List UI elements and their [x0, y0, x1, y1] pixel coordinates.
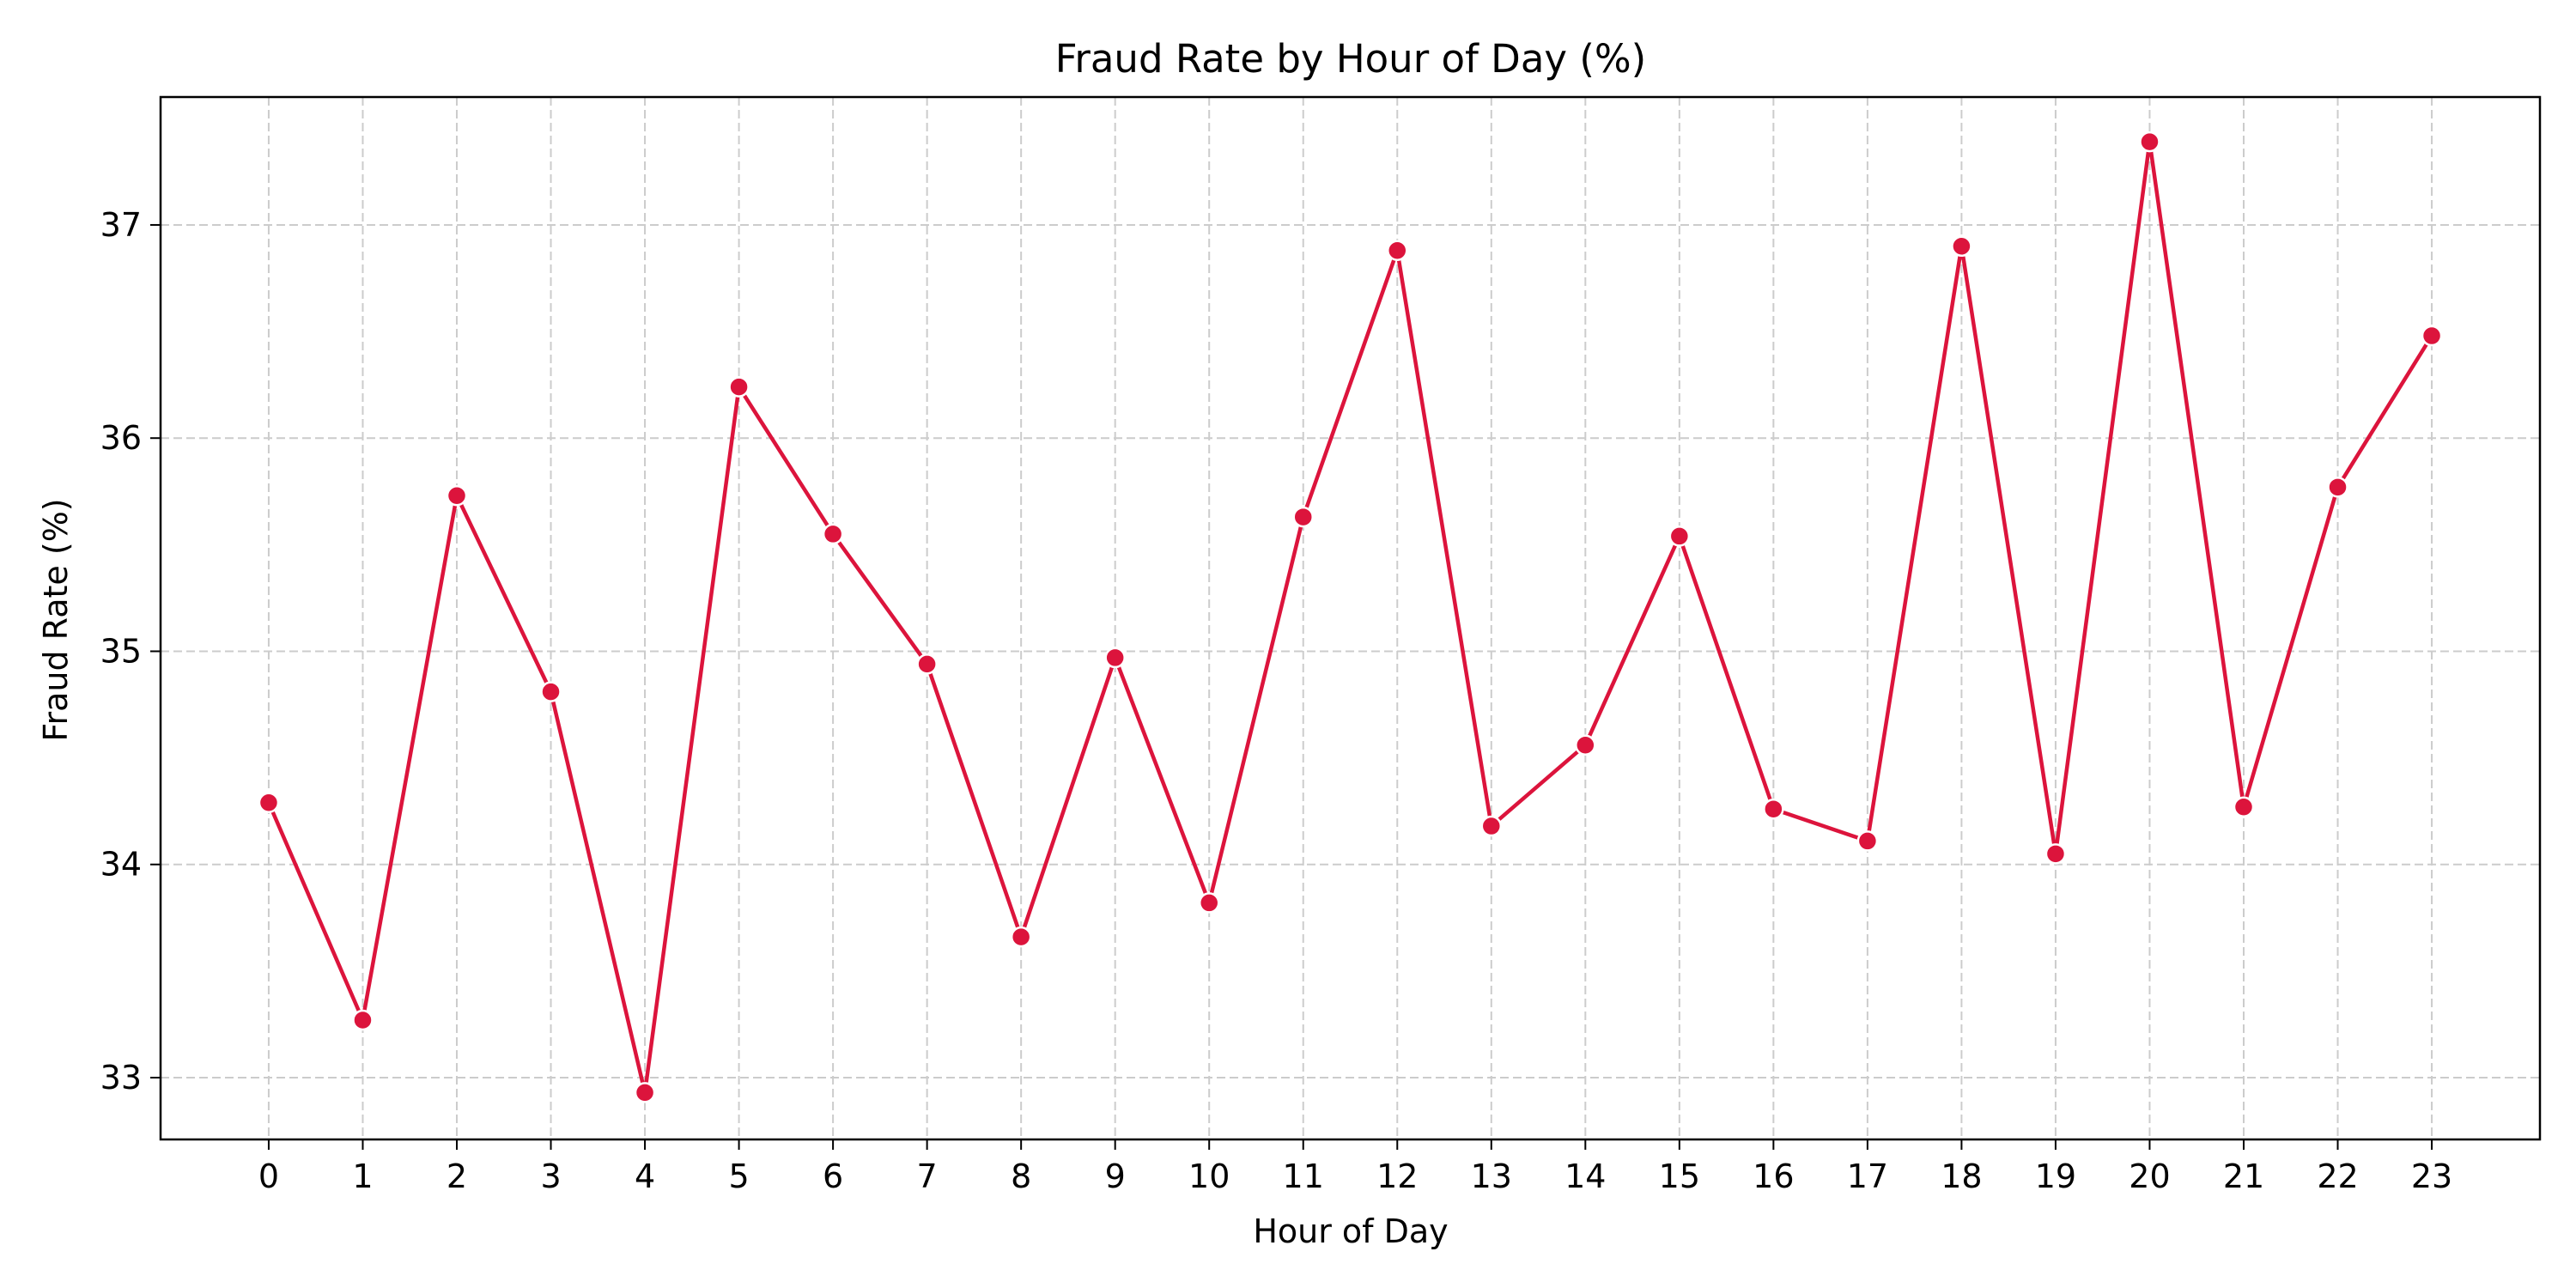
x-tick-label: 0 — [258, 1157, 279, 1195]
data-point — [540, 681, 562, 702]
data-point — [1951, 235, 1972, 258]
data-point — [2044, 843, 2067, 865]
x-tick-label: 8 — [1011, 1157, 1031, 1195]
data-point — [1763, 798, 1784, 820]
x-tick-label: 17 — [1847, 1157, 1888, 1195]
x-tick-label: 23 — [2411, 1157, 2452, 1195]
x-tick-label: 19 — [2035, 1157, 2076, 1195]
x-tick-label: 18 — [1941, 1157, 1982, 1195]
x-axis-label: Hour of Day — [1253, 1212, 1448, 1250]
x-tick-label: 22 — [2317, 1157, 2358, 1195]
plot-frame — [159, 95, 2542, 1141]
data-point — [1292, 506, 1314, 528]
data-point — [916, 653, 938, 675]
x-tick-label: 16 — [1753, 1157, 1794, 1195]
data-point — [1104, 647, 1126, 669]
data-point — [2421, 325, 2443, 347]
data-point — [1856, 830, 1879, 852]
data-point — [258, 792, 280, 813]
x-tick-label: 14 — [1564, 1157, 1606, 1195]
x-tick-label: 2 — [447, 1157, 467, 1195]
y-tick-label: 35 — [100, 632, 142, 670]
data-point — [1010, 926, 1032, 948]
y-axis-label: Fraud Rate (%) — [37, 498, 75, 741]
data-point — [352, 1009, 374, 1031]
x-tick-label: 15 — [1659, 1157, 1700, 1195]
data-point — [1480, 815, 1503, 837]
x-tick-label: 9 — [1105, 1157, 1126, 1195]
x-tick-label: 1 — [352, 1157, 373, 1195]
grid-lines — [161, 97, 2540, 1139]
data-point — [1387, 240, 1408, 261]
y-tick-label: 34 — [100, 846, 142, 884]
data-point — [2327, 477, 2348, 498]
x-tick-label: 5 — [728, 1157, 749, 1195]
tick-layer: 0 1 2 3 4 5 6 7 8 9 10 11 12 13 14 15 16 17 18 19 20 21 22 2333… — [100, 206, 2453, 1195]
series-layer — [258, 131, 2443, 1103]
data-point — [446, 484, 468, 507]
y-tick-label: 36 — [100, 419, 142, 457]
x-tick-label: 11 — [1283, 1157, 1324, 1195]
x-tick-label: 21 — [2223, 1157, 2264, 1195]
data-point — [1198, 892, 1220, 914]
y-tick-label: 37 — [100, 206, 142, 244]
data-point — [822, 523, 844, 545]
x-tick-label: 10 — [1188, 1157, 1230, 1195]
chart-title: Fraud Rate by Hour of Day (%) — [1055, 36, 1646, 82]
x-tick-label: 4 — [635, 1157, 655, 1195]
axes-frame — [159, 95, 2542, 1141]
data-point — [1575, 734, 1596, 756]
x-tick-label: 13 — [1471, 1157, 1512, 1195]
series-line — [266, 139, 2433, 1095]
x-tick-label: 7 — [917, 1157, 938, 1195]
data-point — [2233, 796, 2255, 817]
data-point — [728, 376, 750, 398]
data-point — [1668, 526, 1691, 547]
y-tick-label: 33 — [100, 1059, 142, 1097]
x-tick-label: 20 — [2129, 1157, 2170, 1195]
data-point — [2139, 131, 2160, 153]
x-tick-label: 6 — [823, 1157, 843, 1195]
data-point — [634, 1082, 656, 1103]
x-tick-label: 3 — [540, 1157, 561, 1195]
x-tick-label: 12 — [1376, 1157, 1418, 1195]
